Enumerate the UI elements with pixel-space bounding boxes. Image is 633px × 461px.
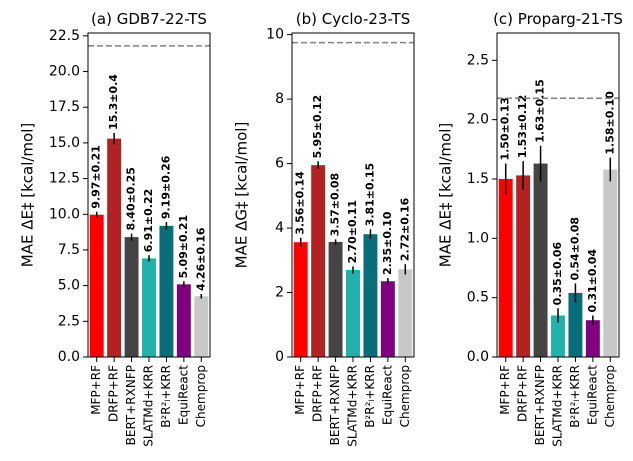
x-tick-label: EquiReact — [585, 365, 599, 425]
x-tick-label: EquiReact — [380, 365, 394, 425]
y-tick-label: 0.0 — [58, 349, 80, 365]
x-tick-label: BERT+RXNFP — [328, 365, 342, 445]
value-label: 9.19±0.26 — [159, 155, 172, 219]
x-tick-label: EquiReact — [176, 365, 190, 425]
value-label: 1.63±0.15 — [534, 79, 547, 143]
y-tick-label: 8 — [275, 91, 284, 107]
y-tick-label: 2 — [275, 285, 284, 301]
y-tick-label: 0.0 — [467, 349, 489, 365]
y-tick-label: 20.0 — [49, 64, 80, 80]
bar — [194, 296, 209, 357]
y-axis-label: MAE ΔE‡ [kcal/mol] — [19, 123, 37, 267]
y-tick-label: 15.0 — [49, 135, 80, 151]
value-label: 5.09±0.21 — [177, 215, 190, 279]
y-tick-label: 7.5 — [58, 242, 80, 258]
x-tick-label: BERT+RXNFP — [533, 365, 547, 445]
bar — [293, 242, 308, 357]
bar — [498, 178, 513, 357]
bar — [585, 320, 600, 357]
value-label: 6.91±0.22 — [142, 189, 155, 253]
y-tick-label: 17.5 — [49, 99, 80, 115]
x-tick-label: SLATMd+KRR — [551, 365, 565, 447]
bar — [124, 237, 139, 357]
value-label: 2.72±0.16 — [398, 197, 411, 261]
y-tick-label: 1.5 — [467, 171, 489, 187]
bar — [533, 163, 548, 357]
y-tick-label: 2.0 — [467, 112, 489, 128]
x-tick-label: Chemprop — [398, 365, 412, 427]
bar — [311, 165, 326, 357]
y-tick-label: 12.5 — [49, 171, 80, 187]
bar — [398, 269, 413, 357]
value-label: 1.58±0.10 — [603, 91, 616, 155]
axes-frame — [291, 32, 415, 358]
bar — [176, 284, 191, 357]
value-label: 2.70±0.11 — [346, 200, 359, 264]
value-label: 8.40±0.25 — [125, 167, 138, 231]
x-tick-label: SLATMd+KRR — [346, 365, 360, 447]
y-tick-label: 2.5 — [58, 313, 80, 329]
value-label: 9.97±0.21 — [90, 145, 103, 209]
y-tick-label: 10 — [266, 27, 284, 43]
value-label: 4.26±0.16 — [194, 227, 207, 291]
y-tick-label: 6 — [275, 156, 284, 172]
x-tick-label: SLATMd+KRR — [142, 365, 156, 447]
value-label: 3.57±0.08 — [329, 173, 342, 237]
y-tick-label: 10.0 — [49, 206, 80, 222]
bar — [516, 175, 531, 357]
x-tick-label: MFP+RF — [498, 365, 512, 415]
y-axis-label: MAE ΔE‡ [kcal/mol] — [437, 123, 455, 267]
y-tick-label: 0 — [275, 349, 284, 365]
x-tick-label: DRFP+RF — [107, 365, 121, 422]
y-tick-label: 0.5 — [467, 290, 489, 306]
x-tick-label: Chemprop — [603, 365, 617, 427]
bar — [363, 234, 378, 357]
bar — [380, 281, 395, 357]
value-label: 1.53±0.12 — [516, 95, 529, 159]
chart-title: (a) GDB7-22-TS — [91, 10, 207, 28]
value-label: 1.50±0.13 — [499, 97, 512, 161]
bar — [107, 138, 122, 357]
y-tick-label: 22.5 — [49, 28, 80, 44]
value-label: 3.81±0.15 — [363, 163, 376, 227]
bar — [603, 169, 618, 357]
value-label: 0.31±0.04 — [586, 249, 599, 313]
x-tick-label: Chemprop — [194, 365, 208, 427]
x-tick-label: MFP+RF — [89, 365, 103, 415]
value-label: 5.95±0.12 — [311, 95, 324, 159]
x-tick-label: DRFP+RF — [516, 365, 530, 422]
x-tick-label: B²R²ₗ+KRR — [363, 365, 377, 428]
value-label: 0.35±0.06 — [551, 241, 564, 305]
bar — [142, 258, 156, 357]
axes-frame — [87, 32, 211, 358]
y-axis-label: MAE ΔG‡ [kcal/mol] — [233, 122, 251, 269]
y-tick-label: 5.0 — [58, 278, 80, 294]
bar — [328, 241, 343, 357]
chart-title: (b) Cyclo-23-TS — [296, 10, 410, 28]
x-tick-label: DRFP+RF — [311, 365, 325, 422]
bar — [551, 315, 565, 357]
bar — [568, 292, 583, 357]
y-tick-label: 2.5 — [467, 52, 489, 68]
bar — [159, 225, 174, 357]
value-label: 0.54±0.08 — [568, 217, 581, 281]
x-tick-label: B²R²ₗ+KRR — [159, 365, 173, 428]
bar — [346, 269, 360, 357]
chart-title: (c) Proparg-21-TS — [493, 10, 623, 28]
bar — [89, 214, 104, 357]
x-tick-label: B²R²ₗ+KRR — [568, 365, 582, 428]
value-label: 2.35±0.10 — [381, 211, 394, 275]
axes-frame — [496, 32, 620, 358]
x-tick-label: BERT+RXNFP — [124, 365, 138, 445]
y-tick-label: 1.0 — [467, 230, 489, 246]
value-label: 15.3±0.4 — [107, 74, 120, 130]
x-tick-label: MFP+RF — [293, 365, 307, 415]
value-label: 3.56±0.14 — [294, 171, 307, 235]
y-tick-label: 4 — [275, 220, 284, 236]
